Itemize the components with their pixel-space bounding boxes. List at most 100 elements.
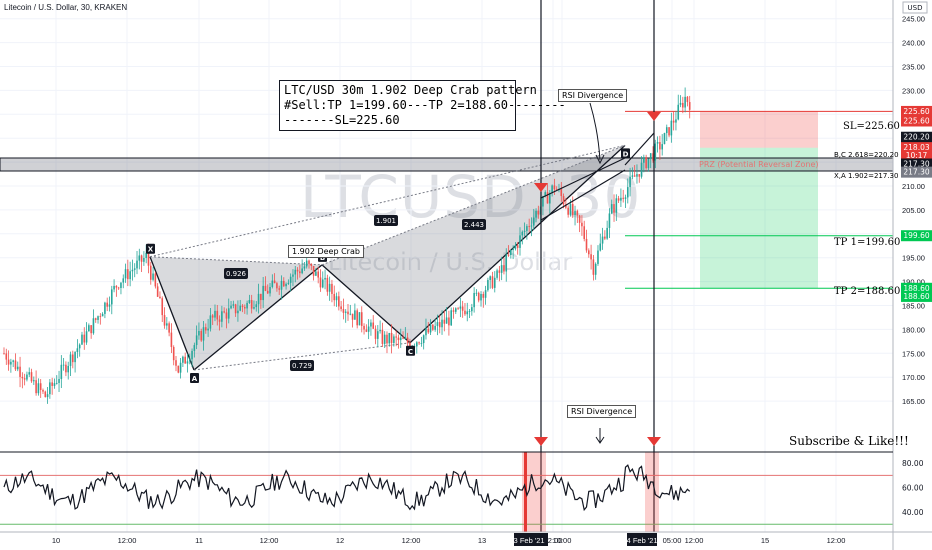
candle-body	[131, 269, 134, 272]
candle-body	[633, 175, 636, 177]
ratio-box	[290, 360, 314, 371]
price-scale-value: 199.60	[903, 231, 929, 240]
candle-body	[432, 324, 434, 330]
candle-body	[328, 283, 331, 292]
sell-signal-arrow	[647, 437, 661, 446]
candle-body	[23, 378, 26, 380]
candle-body	[19, 366, 21, 377]
candle-body	[670, 120, 673, 136]
candle-body	[143, 257, 145, 262]
candle-body	[578, 215, 581, 223]
divergence-trend-top	[540, 157, 626, 199]
candle-body	[406, 337, 409, 343]
candle-body	[294, 269, 297, 275]
currency-badge	[902, 1, 928, 14]
pattern-point-label: A	[192, 375, 198, 383]
candle-body	[601, 236, 604, 244]
candle-body	[415, 342, 418, 347]
candle-body	[498, 270, 501, 273]
candle-body	[668, 127, 670, 136]
candle-body	[260, 293, 262, 301]
y-tick-label: 175.00	[902, 349, 925, 358]
x-tick-label: 12:00	[260, 536, 279, 545]
candle-body	[140, 255, 143, 262]
candle-body	[597, 250, 599, 264]
candle-body	[445, 317, 448, 324]
candle-body	[184, 356, 186, 364]
candle-body	[590, 254, 592, 260]
candle-body	[358, 312, 361, 326]
candle-body	[163, 315, 166, 326]
ratio-label: 2.443	[464, 221, 484, 229]
candle-body	[370, 322, 372, 327]
candle-body	[156, 286, 159, 297]
ratio-line	[149, 144, 626, 258]
candle-body	[608, 213, 611, 228]
rsi-bar	[524, 452, 527, 532]
ratio-line	[149, 256, 323, 266]
candle-body	[542, 196, 544, 207]
candle-body	[649, 153, 652, 159]
candle-body	[342, 308, 345, 313]
candle-body	[253, 307, 255, 309]
candle-body	[237, 310, 239, 314]
bc-ratio-label: B,C 2.618=220.20	[834, 151, 899, 159]
candle-body	[198, 330, 200, 336]
y-tick-label: 210.00	[902, 182, 925, 191]
candle-body	[53, 383, 56, 386]
pattern-point-box	[621, 148, 630, 159]
candle-body	[39, 383, 42, 390]
candle-body	[679, 102, 682, 105]
candle-body	[110, 289, 113, 305]
candle-body	[122, 278, 125, 283]
candle-body	[551, 185, 553, 194]
candle-body	[44, 391, 47, 398]
x-tick-label: 12	[336, 536, 344, 545]
candle-body	[489, 276, 491, 281]
subscribe-label: Subscribe & Like!!!	[789, 434, 909, 448]
y-tick-label: 230.00	[902, 86, 925, 95]
candle-body	[493, 277, 496, 288]
candle-body	[503, 265, 505, 272]
candle-body	[436, 322, 439, 326]
candle-body	[301, 268, 303, 274]
candle-body	[555, 189, 558, 191]
y-tick-label: 170.00	[902, 373, 925, 382]
d-to-peak-line	[624, 132, 655, 166]
candle-body	[475, 292, 478, 294]
candle-body	[276, 283, 278, 289]
candle-body	[179, 362, 182, 373]
price-scale-badge	[901, 290, 932, 302]
candle-body	[367, 326, 370, 332]
candle-body	[574, 210, 576, 216]
stop-loss-label: SL=225.60	[843, 121, 900, 132]
candle-body	[365, 329, 368, 332]
candle-body	[457, 308, 459, 310]
candle-body	[448, 317, 450, 326]
candle-body	[321, 279, 324, 288]
price-scale-badge	[901, 166, 932, 178]
candle-body	[246, 302, 248, 309]
candle-body	[335, 296, 338, 301]
candle-body	[81, 334, 83, 345]
candle-body	[30, 372, 33, 382]
candle-body	[26, 374, 28, 380]
candlesticks	[3, 87, 691, 404]
rsi-tick-label: 80.00	[902, 459, 924, 468]
price-scale-value: 225.60	[903, 107, 929, 116]
candle-body	[638, 174, 641, 177]
candle-body	[645, 157, 647, 169]
candle-body	[326, 277, 329, 292]
candle-body	[99, 316, 102, 317]
price-scale-value: 10:17	[906, 151, 928, 160]
candle-body	[360, 312, 363, 326]
candle-body	[331, 283, 333, 294]
candle-body	[530, 225, 533, 227]
x-tick-label: 11	[195, 536, 203, 545]
candle-body	[473, 292, 475, 308]
ratio-label: 0.729	[292, 362, 312, 370]
candle-body	[636, 174, 638, 177]
candle-body	[686, 96, 689, 103]
candle-body	[147, 252, 150, 266]
